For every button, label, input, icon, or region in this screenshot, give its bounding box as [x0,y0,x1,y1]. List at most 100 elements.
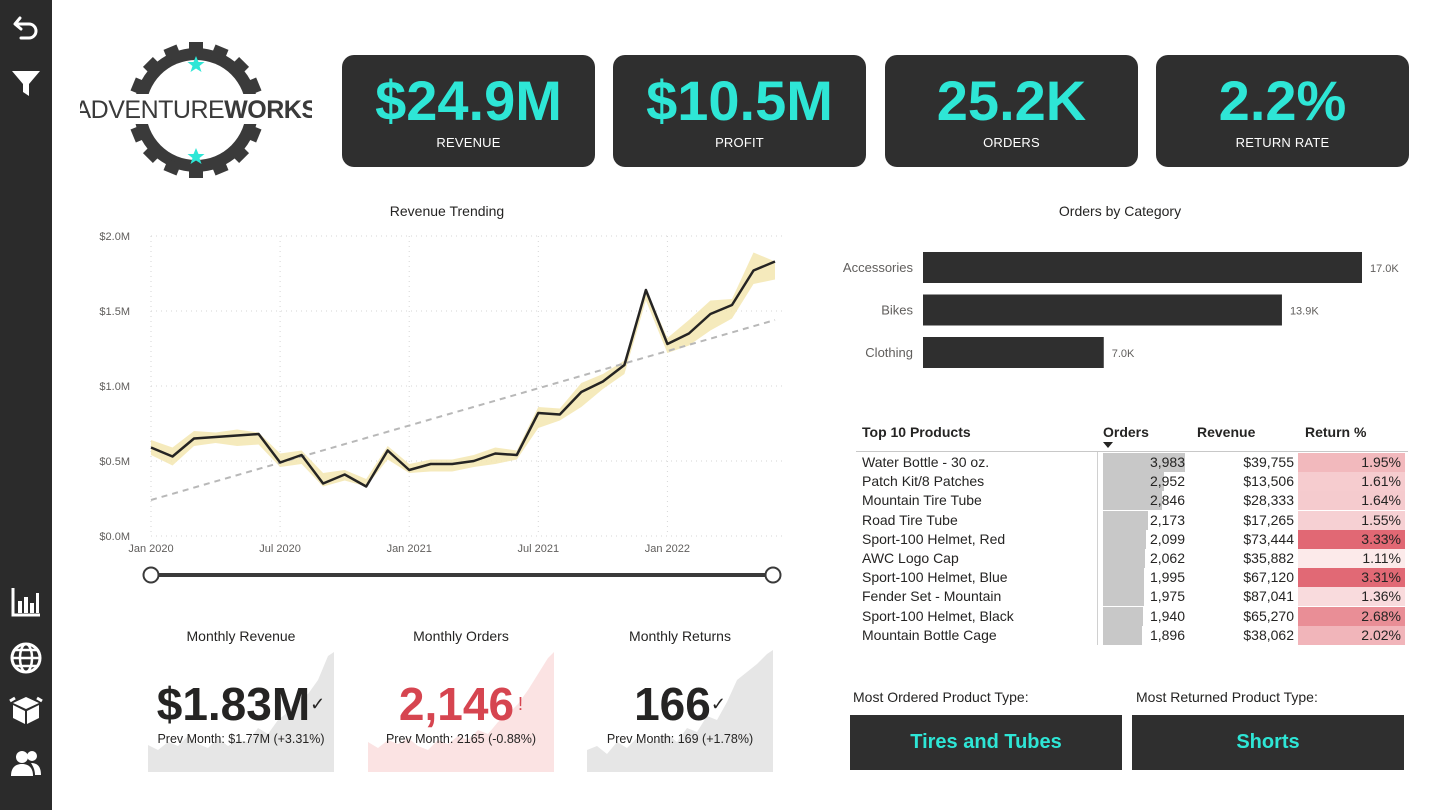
table-row[interactable]: Mountain Bottle Cage 1,896 $38,062 2.02% [856,625,1408,645]
orders-data-bar [1103,529,1147,549]
category-bar[interactable] [923,337,1104,368]
revenue-point[interactable] [512,450,522,460]
users-icon[interactable] [8,746,44,782]
kpi-orders-value: 25.2K [936,69,1087,132]
return-value: 1.55% [1361,511,1401,528]
monthly-revenue-card[interactable]: Monthly Revenue $1.83M✓ Prev Month: $1.7… [148,620,334,772]
globe-icon[interactable] [8,640,44,676]
revenue-point[interactable] [232,431,242,441]
monthly-orders-value: 2,146! [368,678,554,730]
product-name: Fender Set - Mountain [862,588,1002,605]
col-header-orders[interactable]: Orders [1103,424,1149,440]
product-name: Water Bottle - 30 oz. [862,454,990,470]
bar-chart-icon[interactable] [8,584,44,620]
col-header-product[interactable]: Top 10 Products [862,424,971,440]
revenue-point[interactable] [318,479,328,489]
monthly-returns-card[interactable]: Monthly Returns 166✓ Prev Month: 169 (+1… [587,620,773,772]
filter-icon[interactable] [8,65,44,101]
revenue-point[interactable] [340,470,350,480]
revenue-value: $87,041 [1243,588,1294,605]
category-bar[interactable] [923,294,1282,326]
table-row[interactable]: Sport-100 Helmet, Black 1,940 $65,270 2.68% [856,606,1408,626]
kpi-orders-card[interactable]: 25.2K ORDERS [885,55,1138,167]
revenue-point[interactable] [297,450,307,460]
return-value: 2.02% [1361,626,1401,643]
revenue-point[interactable] [555,410,565,420]
revenue-point[interactable] [748,266,758,276]
slider-start-handle[interactable] [142,566,160,584]
orders-by-category-chart[interactable]: Accessories 17.0K Bikes 13.9K Clothing 7.0K [830,240,1410,380]
revenue-point[interactable] [168,452,178,462]
slider-end-handle[interactable] [764,566,782,584]
revenue-point[interactable] [211,432,221,442]
table-row[interactable]: Fender Set - Mountain 1,975 $87,041 1.36% [856,587,1408,607]
revenue-point[interactable] [662,339,672,349]
category-chart-title: Orders by Category [1058,203,1182,219]
monthly-returns-title: Monthly Returns [629,628,731,644]
revenue-value: $13,506 [1243,473,1294,490]
revenue-trending-chart[interactable]: $2.0M $1.5M $1.0M $0.5M $0.0M Jan 2020 Jul 20… [80,225,800,590]
table-row[interactable]: Sport-100 Helmet, Blue 1,995 $67,120 3.31% [856,568,1408,588]
revenue-value: $73,444 [1243,530,1294,547]
revenue-point[interactable] [469,456,479,466]
table-row[interactable]: Sport-100 Helmet, Red 2,099 $73,444 3.33% [856,529,1408,549]
col-header-revenue[interactable]: Revenue [1197,424,1256,440]
revenue-point[interactable] [641,285,651,295]
table-row[interactable]: Water Bottle - 30 oz. 3,983 $39,755 1.95% [856,453,1408,472]
kpi-profit-label: PROFIT [715,135,764,150]
return-cell: 3.31% [1298,568,1405,588]
table-row[interactable]: Mountain Tire Tube 2,846 $28,333 1.64% [856,491,1408,511]
revenue-point[interactable] [275,458,285,468]
revenue-point[interactable] [770,257,780,267]
kpi-return-rate-label: RETURN RATE [1235,135,1330,150]
revenue-value: $65,270 [1243,607,1294,624]
revenue-point[interactable] [426,459,436,469]
monthly-orders-card[interactable]: Monthly Orders 2,146! Prev Month: 2165 (… [368,620,554,772]
undo-icon[interactable] [8,10,44,46]
check-icon: ✓ [710,694,726,714]
revenue-point[interactable] [189,434,199,444]
revenue-point[interactable] [598,377,608,387]
revenue-point[interactable] [684,329,694,339]
most-ordered-card[interactable]: Tires and Tubes [850,715,1122,770]
table-row[interactable]: Patch Kit/8 Patches 2,952 $13,506 1.61% [856,472,1408,492]
box-icon[interactable] [8,692,44,728]
revenue-point[interactable] [705,309,715,319]
revenue-point[interactable] [576,387,586,397]
monthly-revenue-value: $1.83M✓ [148,678,334,730]
return-cell: 1.55% [1298,510,1405,530]
orders-cell: 2,062 [1103,549,1185,568]
orders-cell: 3,983 [1103,453,1185,472]
return-cell: 2.02% [1298,625,1405,645]
category-bar[interactable] [923,252,1362,283]
table-row[interactable]: Road Tire Tube 2,173 $17,265 1.55% [856,510,1408,530]
return-value: 1.61% [1361,473,1401,490]
y-tick-label: $0.5M [99,456,130,468]
col-header-return[interactable]: Return % [1305,424,1367,440]
revenue-point[interactable] [361,482,371,492]
table-row[interactable]: AWC Logo Cap 2,062 $35,882 1.11% [856,549,1408,568]
orders-data-bar [1103,549,1146,568]
monthly-revenue-sparkline [148,652,334,772]
category-label: Accessories [843,260,914,275]
category-value-label: 7.0K [1112,348,1135,360]
sort-desc-icon[interactable] [1102,441,1114,449]
return-cell: 1.95% [1298,453,1405,472]
revenue-point[interactable] [383,446,393,456]
kpi-revenue-card[interactable]: $24.9M REVENUE [342,55,595,167]
monthly-returns-value: 166✓ [587,678,773,730]
revenue-value: $67,120 [1243,569,1294,586]
revenue-point[interactable] [533,408,543,418]
most-returned-card[interactable]: Shorts [1132,715,1404,770]
revenue-point[interactable] [727,300,737,310]
kpi-return-rate-card[interactable]: 2.2% RETURN RATE [1156,55,1409,167]
revenue-point[interactable] [447,459,457,469]
revenue-value: $39,755 [1243,454,1294,470]
revenue-point[interactable] [619,360,629,370]
top-10-products-table[interactable]: Top 10 Products Orders Revenue Return % … [856,420,1408,646]
revenue-point[interactable] [404,465,414,475]
revenue-point[interactable] [254,429,264,439]
revenue-point[interactable] [490,449,500,459]
revenue-point[interactable] [146,443,156,453]
kpi-profit-card[interactable]: $10.5M PROFIT [613,55,866,167]
